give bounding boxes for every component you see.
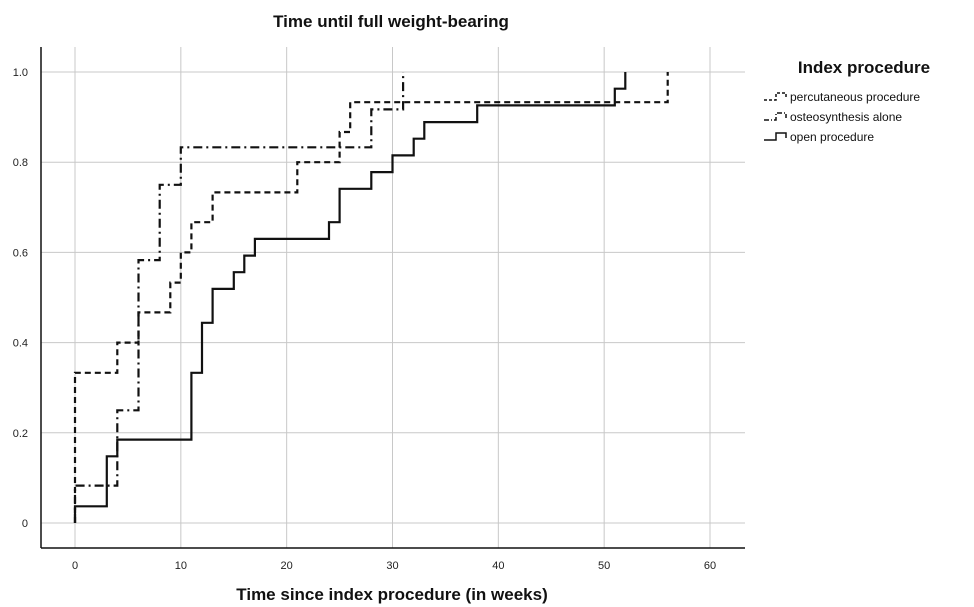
- x-tick-label: 40: [492, 560, 504, 572]
- y-tick-label: 1.0: [13, 67, 28, 79]
- legend-swatch: [764, 112, 787, 121]
- legend-label: percutaneous procedure: [790, 90, 920, 104]
- legend-label: osteosynthesis alone: [790, 110, 902, 124]
- y-tick-label: 0: [22, 518, 28, 530]
- legend-label: open procedure: [790, 130, 874, 144]
- series-line-osteosynthesis-alone: [73, 72, 405, 523]
- legend-swatch: [764, 132, 787, 141]
- x-axis-label: Time since index procedure (in weeks): [236, 585, 547, 604]
- x-tick-label: 0: [72, 560, 78, 572]
- legend-items: percutaneous procedure osteosynthesis alo…: [764, 90, 920, 144]
- y-tick-label: 0.2: [13, 428, 28, 440]
- x-tick-label: 30: [386, 560, 398, 572]
- tick-labels: 0 10 20 30 40 50 60 0 0.2 0.4 0.6 0.8 1.0: [13, 67, 716, 572]
- series-line-open-procedure: [73, 72, 627, 523]
- y-tick-label: 0.8: [13, 157, 28, 169]
- axes: [40, 47, 745, 549]
- grid: [41, 47, 745, 548]
- legend-swatch: [764, 92, 787, 101]
- series-line-percutaneous-procedure: [73, 72, 669, 523]
- x-tick-label: 20: [281, 560, 293, 572]
- x-tick-label: 10: [175, 560, 187, 572]
- legend: Index procedure percutaneous procedure os…: [764, 58, 930, 144]
- legend-title: Index procedure: [798, 58, 930, 77]
- y-tick-label: 0.6: [13, 247, 28, 259]
- y-tick-label: 0.4: [13, 338, 28, 350]
- x-tick-label: 60: [704, 560, 716, 572]
- x-tick-label: 50: [598, 560, 610, 572]
- chart-title: Time until full weight-bearing: [273, 12, 509, 31]
- series-layer: [73, 72, 669, 523]
